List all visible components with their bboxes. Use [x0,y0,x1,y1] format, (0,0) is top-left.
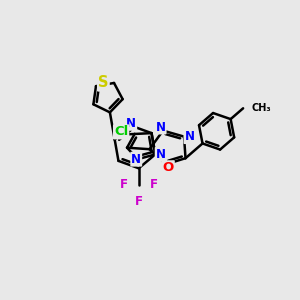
Text: N: N [131,153,141,166]
Text: N: N [184,130,194,143]
Text: N: N [126,117,136,130]
Text: N: N [156,148,166,161]
Text: N: N [156,121,166,134]
Text: Cl: Cl [114,125,128,138]
Text: CH₃: CH₃ [251,103,271,113]
Text: O: O [163,161,174,174]
Text: F: F [135,195,143,208]
Text: F: F [150,178,158,191]
Text: S: S [98,76,109,91]
Text: F: F [120,178,128,191]
